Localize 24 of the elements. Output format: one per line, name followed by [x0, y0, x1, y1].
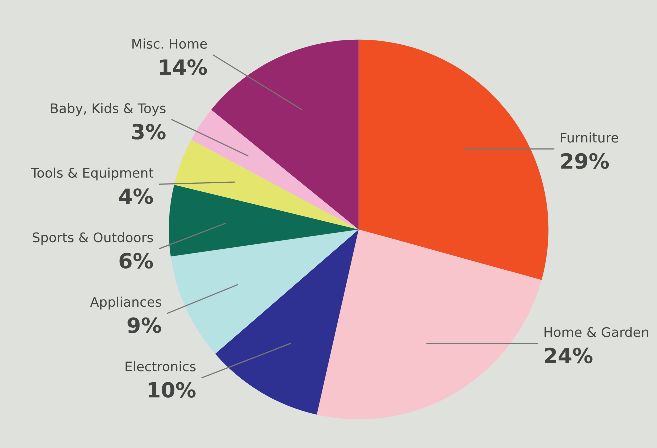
slice-label: Baby, Kids & Toys [51, 103, 166, 116]
pie-slice [169, 184, 359, 257]
data-label: 10% [148, 382, 196, 398]
pie-slice [192, 110, 359, 230]
data-label: 3% [132, 124, 166, 140]
pie-slice [358, 40, 549, 280]
data-label: 14% [160, 59, 208, 76]
pie-slice [317, 230, 542, 420]
slice-label: Furniture [561, 132, 618, 143]
slice-label: Electronics [126, 361, 196, 372]
data-label: 4% [119, 188, 154, 204]
data-label: 6% [120, 253, 154, 269]
pie-slice [212, 40, 359, 230]
data-label: 9% [128, 318, 162, 334]
pie-slice [170, 230, 359, 354]
pie-slice [174, 140, 359, 230]
slice-label: Tools & Equipment [31, 168, 154, 181]
slice-label: Appliances [90, 296, 162, 310]
pie-slice [215, 230, 359, 415]
slice-label: Home & Garden [544, 327, 648, 338]
slice-label: Sports & Outdoors [33, 232, 154, 246]
data-label: 29% [562, 153, 610, 170]
data-label: 24% [545, 348, 593, 364]
slice-label: Misc. Home [132, 38, 208, 49]
